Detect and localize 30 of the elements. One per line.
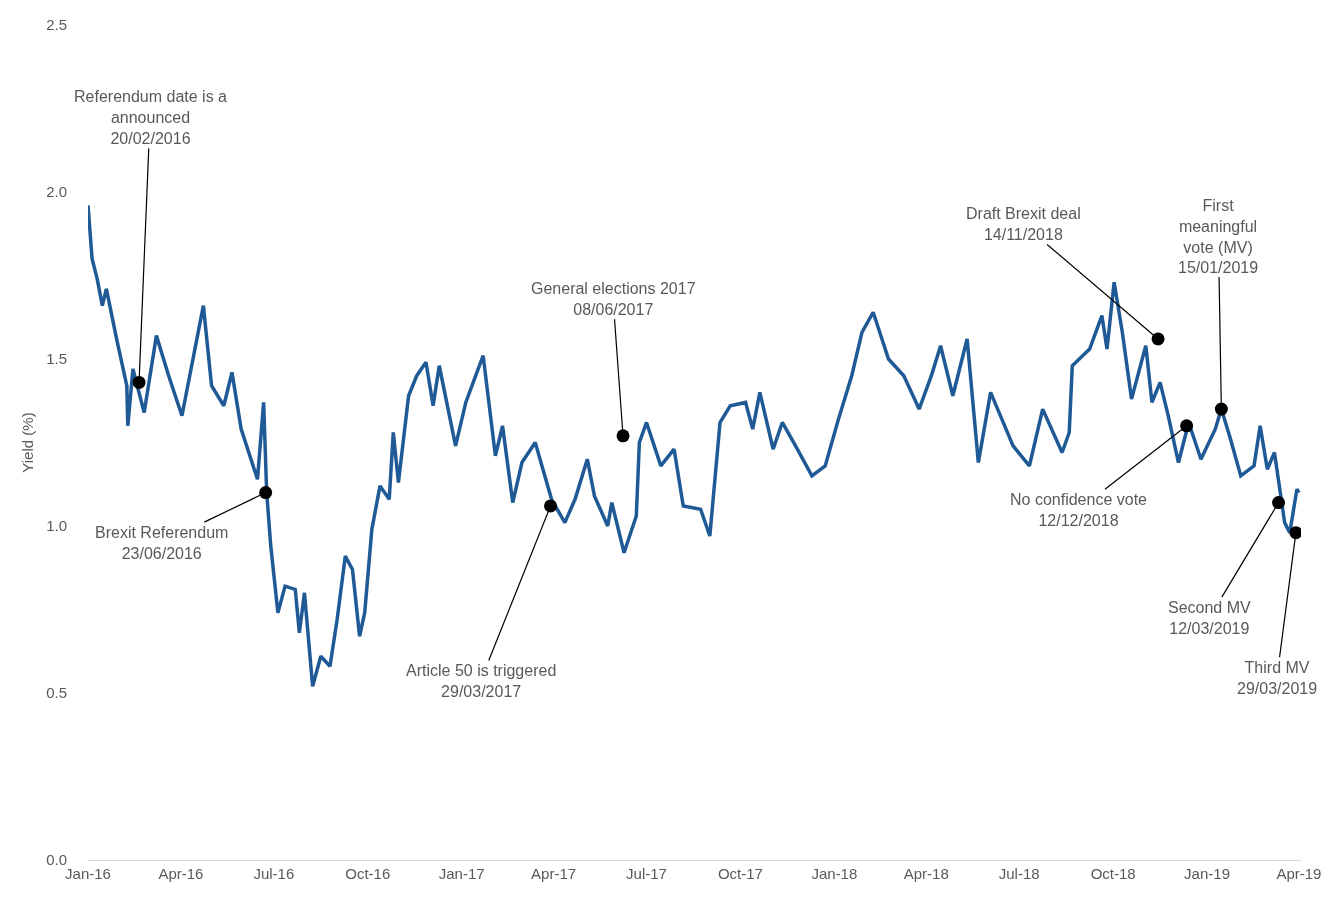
x-tick-label: Apr-18 [903,865,949,882]
y-tick-label: 1.0 [46,517,67,535]
y-tick-label: 0.5 [46,684,67,702]
x-tick-label: Apr-17 [531,865,577,882]
x-tick-label: Jan-19 [1184,865,1230,882]
annotation: Draft Brexit deal 14/11/2018 [966,205,1081,243]
y-tick-label: 2.5 [46,16,67,34]
y-tick-label: 1.5 [46,350,67,368]
x-tick-label: Apr-16 [158,865,204,882]
x-tick-label: Oct-17 [717,865,763,882]
x-tick-label: Jan-18 [811,865,858,882]
x-tick-label: Jul-16 [253,865,295,882]
x-tick-label: Apr-19 [1276,865,1322,882]
annotation: Brexit Referendum 23/06/2016 [95,524,229,562]
x-tick-label: Jan-17 [438,865,485,882]
x-tick-label: Jan-16 [65,865,111,882]
y-axis-title: Yield (%) [19,412,37,473]
y-tick-label: 2.0 [46,183,67,201]
annotation: No confidence vote 12/12/2018 [1010,491,1148,529]
x-tick-label: Oct-16 [345,865,391,882]
x-tick-label: Jul-17 [626,865,667,882]
annotation: Article 50 is triggered 29/03/2017 [406,662,557,700]
annotation: General elections 2017 08/06/2017 [531,280,696,318]
x-tick-label: Jul-18 [998,865,1040,882]
annotation: Second MV 12/03/2019 [1168,599,1252,637]
annotation: Third MV 29/03/2019 [1237,659,1318,697]
annotation: Referendum date is a announced 20/02/2016 [74,88,228,147]
y-tick-label: 0.0 [46,851,67,869]
x-tick-label: Oct-18 [1090,865,1136,882]
annotation: First meaningful vote (MV) 15/01/2019 [1178,197,1259,277]
